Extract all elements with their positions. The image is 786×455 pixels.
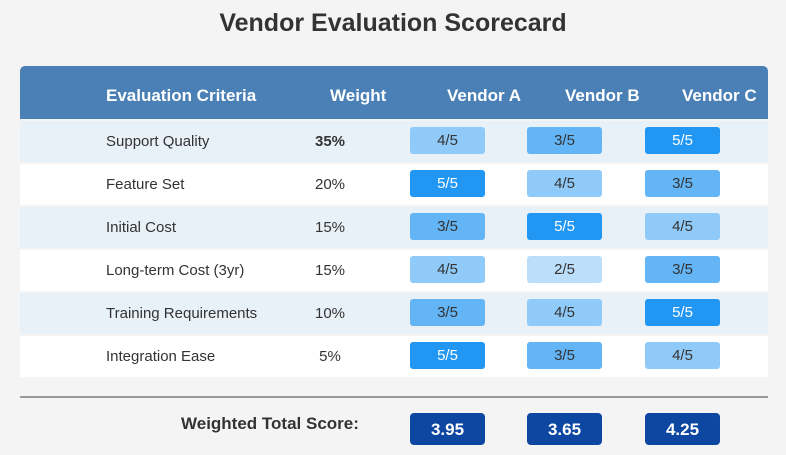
table-row: Support Quality 35% 4/5 3/5 5/5 <box>20 121 768 162</box>
score-vendor-a: 3/5 <box>410 213 485 240</box>
header-weight: Weight <box>330 86 387 105</box>
total-vendor-c: 4.25 <box>645 413 720 445</box>
score-vendor-b: 4/5 <box>527 170 602 197</box>
weight-value: 15% <box>315 262 346 279</box>
weight-value: 10% <box>315 305 346 322</box>
score-vendor-c: 4/5 <box>645 342 720 369</box>
score-vendor-c: 5/5 <box>645 299 720 326</box>
table-row: Integration Ease 5% 5/5 3/5 4/5 <box>20 336 768 377</box>
table-header: Evaluation Criteria Weight Vendor A Vend… <box>20 66 768 119</box>
weight-value: 15% <box>315 219 346 236</box>
weight-value: 35% <box>315 133 346 150</box>
score-vendor-a: 3/5 <box>410 299 485 326</box>
criteria-label: Long-term Cost (3yr) <box>106 262 245 279</box>
score-vendor-b: 3/5 <box>527 342 602 369</box>
table-body: Support Quality 35% 4/5 3/5 5/5 Feature Set 20… <box>20 121 768 377</box>
header-vendor-c: Vendor C <box>682 86 757 105</box>
score-vendor-c: 3/5 <box>645 256 720 283</box>
score-vendor-c: 3/5 <box>645 170 720 197</box>
table-row: Training Requirements 10% 3/5 4/5 5/5 <box>20 293 768 334</box>
scorecard-title: Vendor Evaluation Scorecard <box>219 9 567 37</box>
score-vendor-a: 4/5 <box>410 256 485 283</box>
score-vendor-b: 5/5 <box>527 213 602 240</box>
weight-value: 5% <box>319 348 341 365</box>
criteria-label: Initial Cost <box>106 219 177 236</box>
score-vendor-b: 4/5 <box>527 299 602 326</box>
criteria-label: Training Requirements <box>106 305 258 322</box>
score-vendor-b: 2/5 <box>527 256 602 283</box>
total-vendor-b: 3.65 <box>527 413 602 445</box>
total-vendor-a: 3.95 <box>410 413 485 445</box>
total-label: Weighted Total Score: <box>181 414 359 433</box>
score-vendor-a: 4/5 <box>410 127 485 154</box>
score-vendor-a: 5/5 <box>410 170 485 197</box>
table-row: Feature Set 20% 5/5 4/5 3/5 <box>20 164 768 205</box>
score-vendor-b: 3/5 <box>527 127 602 154</box>
header-vendor-a: Vendor A <box>447 86 521 105</box>
criteria-label: Support Quality <box>106 133 210 150</box>
score-vendor-a: 5/5 <box>410 342 485 369</box>
criteria-label: Integration Ease <box>106 348 216 365</box>
weight-value: 20% <box>315 176 346 193</box>
scorecard-table: Evaluation Criteria Weight Vendor A Vend… <box>20 66 768 377</box>
score-vendor-c: 4/5 <box>645 213 720 240</box>
score-vendor-c: 5/5 <box>645 127 720 154</box>
criteria-label: Feature Set <box>106 176 185 193</box>
total-divider <box>20 396 768 398</box>
header-criteria: Evaluation Criteria <box>106 86 257 105</box>
table-row: Initial Cost 15% 3/5 5/5 4/5 <box>20 207 768 248</box>
header-vendor-b: Vendor B <box>565 86 640 105</box>
table-row: Long-term Cost (3yr) 15% 4/5 2/5 3/5 <box>20 250 768 291</box>
